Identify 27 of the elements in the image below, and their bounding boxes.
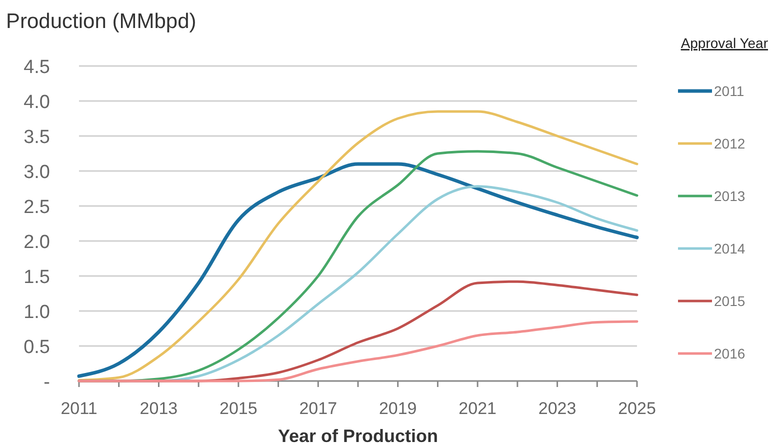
x-tick-label: 2025 — [618, 399, 656, 418]
y-tick-label: 4.5 — [24, 57, 50, 78]
x-tick-label: 2013 — [140, 399, 178, 418]
y-tick-label: 3.0 — [24, 162, 50, 183]
y-tick-label: 2.5 — [24, 197, 50, 218]
x-axis-title: Year of Production — [278, 426, 438, 446]
y-tick-label: 4.0 — [24, 92, 50, 113]
y-tick-label: 1.0 — [24, 302, 50, 323]
x-tick-label: 2011 — [60, 399, 98, 418]
chart-title: Production (MMbpd) — [6, 10, 196, 33]
x-tick-label: 2017 — [299, 399, 338, 418]
x-tick-label: 2023 — [538, 399, 576, 418]
legend-label: 2011 — [714, 83, 744, 99]
y-tick-label: 0.5 — [24, 337, 50, 358]
y-tick-label: 1.5 — [24, 267, 50, 288]
y-tick-label: 2.0 — [24, 232, 50, 253]
x-tick-label: 2015 — [220, 399, 258, 418]
y-tick-label: 3.5 — [24, 127, 50, 148]
legend-label: 2014 — [714, 240, 746, 256]
legend-title: Approval Year — [680, 35, 768, 51]
x-tick-label: 2019 — [378, 399, 417, 418]
legend-label: 2012 — [714, 136, 746, 152]
legend-label: 2015 — [714, 293, 746, 309]
y-tick-label: - — [44, 372, 50, 393]
x-tick-label: 2021 — [458, 399, 496, 418]
legend-label: 2016 — [714, 346, 746, 362]
legend-label: 2013 — [714, 188, 746, 204]
